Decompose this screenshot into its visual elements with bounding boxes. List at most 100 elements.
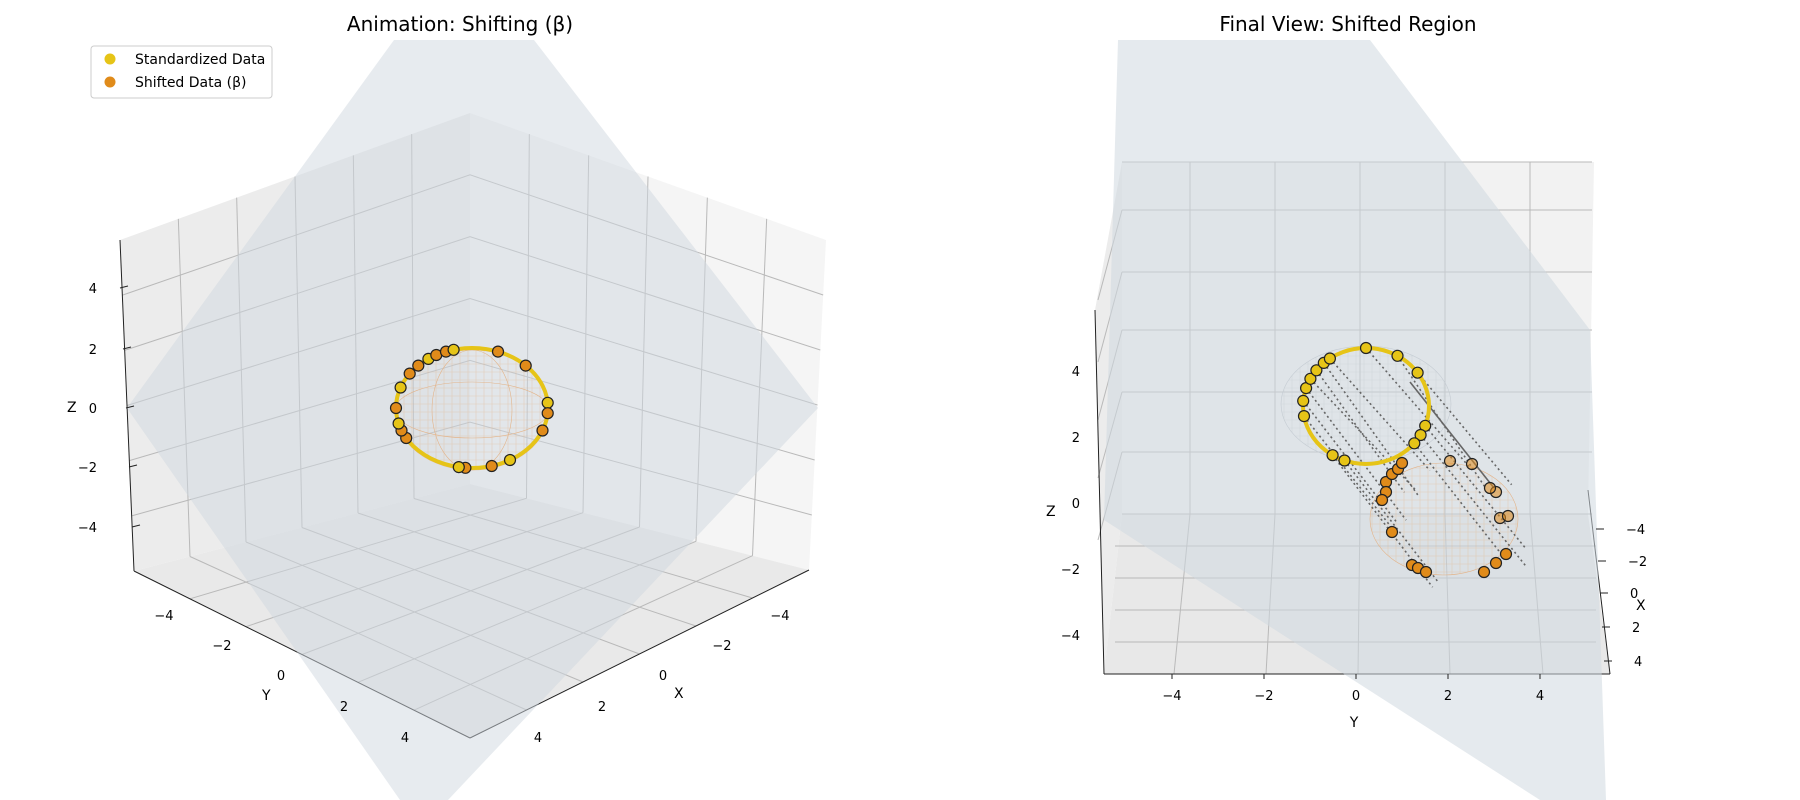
left-z-tick xyxy=(125,405,135,409)
right-x-tick-label: 4 xyxy=(1634,655,1642,670)
data-point xyxy=(536,424,549,437)
left-y-tick-label: 0 xyxy=(277,669,285,684)
data-point xyxy=(503,453,517,467)
right-x-tick-label: −4 xyxy=(1626,523,1645,538)
left-y-tick-label: −4 xyxy=(154,609,173,624)
left-z-tick-label: −2 xyxy=(78,461,97,476)
left-z-axis-line xyxy=(119,239,135,572)
data-point-shifted xyxy=(1489,556,1503,570)
data-point-standardized xyxy=(1411,366,1424,379)
data-point xyxy=(519,359,532,372)
data-point-standardized xyxy=(1391,349,1404,362)
data-point-standardized xyxy=(1338,454,1351,467)
data-point-standardized xyxy=(1326,449,1339,462)
data-point-shifted xyxy=(1465,457,1479,471)
connector-line xyxy=(1396,355,1487,489)
left-ticks: 4 2 0 −2 −4 −4 −2 0 2 4 −4 −2 0 2 4 xyxy=(78,282,790,746)
left-z-tick xyxy=(128,464,138,468)
connector-line xyxy=(1416,372,1513,486)
left-x-tick-label: −2 xyxy=(712,639,731,654)
right-y-tick-label: 4 xyxy=(1536,689,1544,704)
data-point-shifted xyxy=(1483,481,1497,495)
left-z-tick-label: 0 xyxy=(89,402,97,417)
right-zlabel: Z xyxy=(1046,504,1056,520)
data-point-shifted xyxy=(1419,565,1433,579)
left-z-tick-label: 4 xyxy=(89,282,97,297)
data-point xyxy=(491,345,505,358)
right-x-tick-label: 2 xyxy=(1632,621,1640,636)
connector-line xyxy=(1409,381,1495,489)
data-point-standardized xyxy=(1359,341,1373,355)
legend-label-shifted: Shifted Data (β) xyxy=(135,75,247,91)
data-point-standardized xyxy=(1414,428,1427,442)
left-ylabel: Y xyxy=(261,688,271,704)
data-point-shifted xyxy=(1499,547,1513,561)
right-y-tick-label: −2 xyxy=(1254,689,1273,704)
left-z-tick xyxy=(122,346,132,350)
right-z-tick-label: −2 xyxy=(1061,563,1080,578)
data-point-standardized xyxy=(1408,437,1421,450)
right-xlabel: X xyxy=(1636,598,1646,614)
connector-line xyxy=(1413,442,1503,556)
left-z-tick-label: −4 xyxy=(78,521,97,536)
connector-line xyxy=(1309,378,1417,492)
data-point xyxy=(485,459,498,473)
left-x-tick-label: 2 xyxy=(598,700,606,715)
data-point-standardized xyxy=(1304,372,1317,385)
left-z-tick xyxy=(119,285,129,289)
data-point-standardized xyxy=(1297,394,1310,407)
data-point xyxy=(541,407,554,420)
right-y-tick-label: −4 xyxy=(1162,689,1181,704)
left-x-tick-label: 0 xyxy=(659,669,667,684)
connector-line xyxy=(1302,400,1398,524)
right-ticks: 4 2 0 −2 −4 −4 −2 0 2 4 −4 −2 0 2 4 xyxy=(1061,365,1647,704)
right-z-tick-label: 4 xyxy=(1072,365,1080,380)
right-z-tick-label: −4 xyxy=(1061,629,1080,644)
legend-box xyxy=(90,45,273,99)
connector-line xyxy=(1303,415,1393,529)
right-x-tick-label: 0 xyxy=(1630,587,1638,602)
left-y-tick-label: 4 xyxy=(401,731,409,746)
data-point-shifted xyxy=(1501,509,1515,523)
left-points xyxy=(389,343,554,474)
right-ylabel: Y xyxy=(1349,715,1359,731)
data-point xyxy=(452,461,465,474)
data-point xyxy=(403,367,416,380)
right-y-tick-label: 2 xyxy=(1444,689,1452,704)
right-chart: Final View: Shifted Region 4 2 0 −2 −4 −4 −2 0 2… xyxy=(1046,12,1647,800)
connector-line xyxy=(1419,434,1528,568)
right-points xyxy=(1297,341,1515,579)
data-point-shifted xyxy=(1375,493,1389,507)
data-point-shifted xyxy=(1477,565,1491,579)
data-point-shifted xyxy=(1395,456,1409,470)
data-point-standardized xyxy=(1297,410,1311,423)
right-chart-title: Final View: Shifted Region xyxy=(1219,12,1476,36)
right-z-axis-line xyxy=(1094,309,1105,675)
left-x-tick-label: 4 xyxy=(534,731,542,746)
right-y-tick-label: 0 xyxy=(1352,689,1360,704)
connector-line xyxy=(1343,460,1440,583)
data-point-shifted xyxy=(1385,525,1399,539)
legend: Standardized Data Shifted Data (β) xyxy=(90,45,273,99)
data-point xyxy=(412,359,425,372)
left-z-tick-label: 2 xyxy=(89,343,97,358)
data-point xyxy=(394,381,407,394)
data-point xyxy=(392,417,405,430)
left-chart: Animation: Shifting (β) 4 2 0 −2 −4 −4 −2 0 2 4 −4… xyxy=(67,12,826,800)
legend-label-standardized: Standardized Data xyxy=(135,52,265,68)
right-z-tick-label: 2 xyxy=(1072,431,1080,446)
right-x-tick-label: −2 xyxy=(1628,555,1647,570)
data-point xyxy=(447,343,460,356)
left-x-tick-label: −4 xyxy=(770,609,789,624)
legend-marker-standardized xyxy=(104,53,116,65)
left-y-tick-label: 2 xyxy=(340,700,348,715)
legend-marker-shifted xyxy=(104,76,116,88)
left-y-tick-label: −2 xyxy=(212,639,231,654)
right-z-tick-label: 0 xyxy=(1072,497,1080,512)
connector-line xyxy=(1329,357,1431,472)
data-point-standardized xyxy=(1310,364,1323,377)
data-point xyxy=(541,396,554,409)
left-chart-title: Animation: Shifting (β) xyxy=(347,12,573,36)
data-point-shifted xyxy=(1443,454,1457,468)
